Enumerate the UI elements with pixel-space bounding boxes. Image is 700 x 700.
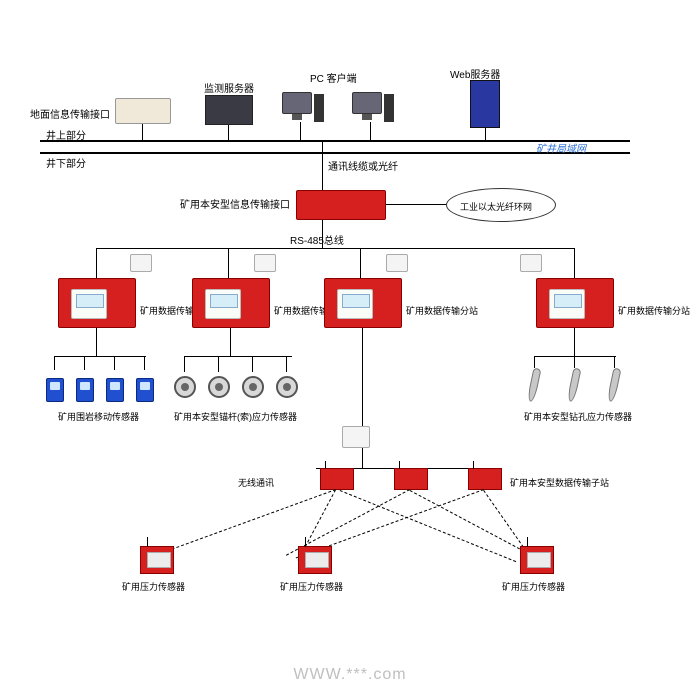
rsv3 bbox=[252, 356, 253, 372]
rsbus bbox=[184, 356, 292, 357]
fiber-ring-label: 工业以太光纤环网 bbox=[460, 200, 532, 213]
web-server-box bbox=[470, 80, 500, 128]
pc-stand-2 bbox=[362, 114, 372, 120]
rs485-label: RS-485总线 bbox=[290, 232, 344, 247]
mid-junction bbox=[342, 426, 370, 448]
ring-conn bbox=[386, 204, 446, 205]
below-well-label: 井下部分 bbox=[46, 155, 86, 170]
sd-1 bbox=[96, 328, 97, 356]
rsv4 bbox=[286, 356, 287, 372]
pressure-1 bbox=[140, 546, 174, 574]
substation-4 bbox=[536, 278, 614, 328]
hub-2 bbox=[394, 468, 428, 490]
bsv2 bbox=[84, 356, 85, 370]
comm-cable-label: 通讯线缆或光纤 bbox=[328, 158, 398, 173]
hub-1 bbox=[320, 468, 354, 490]
wireless-label: 无线通讯 bbox=[238, 476, 274, 489]
bsv3 bbox=[114, 356, 115, 370]
round-sensor-4 bbox=[276, 376, 298, 398]
round-sensor-1 bbox=[174, 376, 196, 398]
substation-1 bbox=[58, 278, 136, 328]
comm-vline bbox=[322, 142, 323, 192]
pressure-3 bbox=[520, 546, 554, 574]
drill-sensor-2 bbox=[567, 368, 582, 403]
pc-monitor-1 bbox=[282, 92, 312, 114]
sd-4 bbox=[574, 328, 575, 356]
drop-1 bbox=[142, 124, 143, 140]
bsbus bbox=[54, 356, 146, 357]
pressure-2-label: 矿用压力传感器 bbox=[280, 580, 343, 593]
rs485-hline bbox=[96, 248, 574, 249]
jv-2 bbox=[228, 248, 229, 280]
drill-sensor-label: 矿用本安型钻孔应力传感器 bbox=[524, 410, 632, 423]
pc-client-label: PC 客户端 bbox=[310, 70, 357, 85]
watermark: WWW.***.com bbox=[0, 666, 700, 684]
substation-2 bbox=[192, 278, 270, 328]
anchor-sensor-label: 矿用本安型锚杆(索)应力传感器 bbox=[174, 410, 297, 423]
blue-sensor-1 bbox=[46, 378, 64, 402]
sd-2 bbox=[230, 328, 231, 356]
ground-interface-label: 地面信息传输接口 bbox=[30, 106, 110, 121]
dsv1 bbox=[534, 356, 535, 368]
network-diagram: 地面信息传输接口 监测服务器 PC 客户端 Web服务器 井上部分 井下部分 矿… bbox=[0, 0, 700, 700]
monitor-server-box bbox=[205, 95, 253, 125]
monitor-server-label: 监测服务器 bbox=[204, 80, 254, 95]
dsv3 bbox=[614, 356, 615, 368]
drill-sensor-3 bbox=[607, 368, 622, 403]
sd-3 bbox=[362, 328, 363, 428]
dsv2 bbox=[574, 356, 575, 368]
pc-tower-2 bbox=[384, 94, 394, 122]
pc-tower-1 bbox=[314, 94, 324, 122]
pc-stand-1 bbox=[292, 114, 302, 120]
substation-4-label: 矿用数据传输分站 bbox=[618, 304, 690, 317]
is-interface-box bbox=[296, 190, 386, 220]
ground-interface-box bbox=[115, 98, 171, 124]
pc-monitor-2 bbox=[352, 92, 382, 114]
is-interface-label: 矿用本安型信息传输接口 bbox=[180, 196, 290, 211]
pressure-2 bbox=[298, 546, 332, 574]
substation-3-label: 矿用数据传输分站 bbox=[406, 304, 478, 317]
drop-2 bbox=[228, 125, 229, 140]
junction-1 bbox=[130, 254, 152, 272]
jv-4 bbox=[574, 248, 575, 280]
rock-sensor-label: 矿用围岩移动传感器 bbox=[58, 410, 139, 423]
blue-sensor-3 bbox=[106, 378, 124, 402]
mine-lan-label: 矿井局域网 bbox=[536, 140, 586, 155]
drop-5 bbox=[485, 128, 486, 140]
pressure-3-label: 矿用压力传感器 bbox=[502, 580, 565, 593]
junction-2 bbox=[254, 254, 276, 272]
drill-sensor-1 bbox=[527, 368, 542, 403]
bsv4 bbox=[144, 356, 145, 370]
bsv1 bbox=[54, 356, 55, 370]
blue-sensor-4 bbox=[136, 378, 154, 402]
jv-3 bbox=[360, 248, 361, 280]
mjv bbox=[362, 448, 363, 468]
round-sensor-3 bbox=[242, 376, 264, 398]
substation-3 bbox=[324, 278, 402, 328]
drop-4 bbox=[370, 122, 371, 140]
rsv2 bbox=[218, 356, 219, 372]
rsv1 bbox=[184, 356, 185, 372]
web-server-label: Web服务器 bbox=[450, 66, 500, 81]
jv-1 bbox=[96, 248, 97, 280]
drop-3 bbox=[300, 122, 301, 140]
junction-4 bbox=[520, 254, 542, 272]
blue-sensor-2 bbox=[76, 378, 94, 402]
junction-3 bbox=[386, 254, 408, 272]
pressure-1-label: 矿用压力传感器 bbox=[122, 580, 185, 593]
hub-3 bbox=[468, 468, 502, 490]
data-subsub-label: 矿用本安型数据传输子站 bbox=[510, 476, 609, 489]
above-well-label: 井上部分 bbox=[46, 127, 86, 142]
round-sensor-2 bbox=[208, 376, 230, 398]
dsbus bbox=[534, 356, 616, 357]
